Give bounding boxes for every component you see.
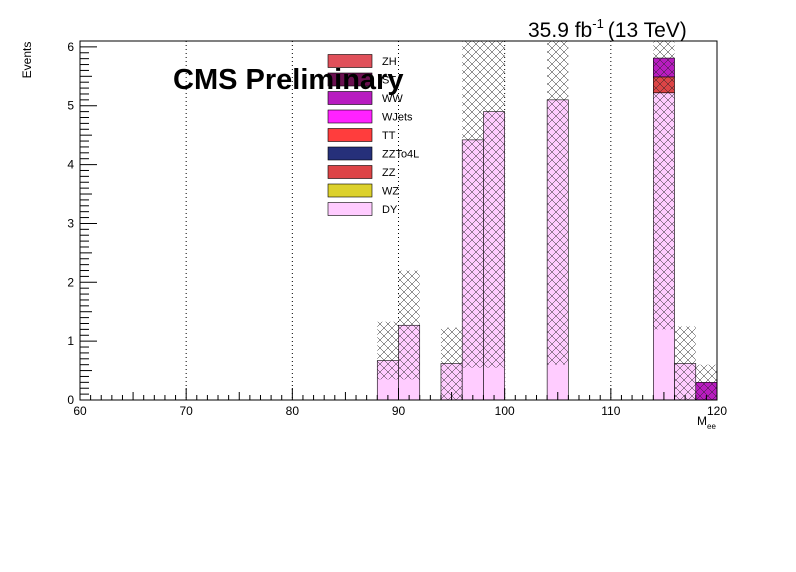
uncertainty-band [483, 41, 505, 368]
legend-entry-wz: WZ [327, 183, 399, 198]
legend-entry-zzto4l: ZZTo4L [327, 146, 419, 161]
uncertainty-band [547, 41, 569, 365]
x-tick-label: 70 [179, 404, 193, 418]
legend: ZH ST WW WJets TT ZZTo4L ZZ WZ DY [327, 54, 419, 216]
legend-swatch [327, 146, 373, 161]
legend-swatch [327, 91, 373, 105]
cms-title: CMS Preliminary [173, 64, 403, 96]
legend-entry-zz: ZZ [327, 165, 396, 179]
legend-label: ZZ [382, 167, 396, 179]
legend-label: WW [382, 93, 403, 105]
legend-entry-zh: ZH [327, 54, 397, 68]
x-axis-title-main: M [697, 414, 707, 428]
uncertainty-band [695, 364, 717, 400]
legend-swatch [327, 54, 373, 68]
lumi-energy: (13 TeV) [608, 19, 687, 42]
uncertainty-band [462, 41, 484, 368]
legend-entry-st: ST [327, 72, 396, 87]
legend-label: ZZTo4L [382, 149, 419, 161]
legend-swatch [327, 109, 373, 124]
x-tick-label: 80 [286, 404, 300, 418]
x-tick-label: 120 [707, 404, 727, 418]
uncertainty-band [674, 326, 696, 400]
legend-entry-wjets: WJets [327, 109, 413, 124]
legend-entry-ww: WW [327, 91, 403, 105]
x-tick-label: 100 [495, 404, 515, 418]
axes-layer: 60 70 80 90 100 110 120 0 1 2 3 4 5 6 [67, 40, 727, 418]
y-tick-label: 4 [67, 158, 74, 172]
legend-label: WJets [382, 112, 413, 124]
legend-label: WZ [382, 186, 399, 198]
uncertainty-band [653, 41, 675, 330]
lumi-label: 35.9 fb-1 (13 TeV) [528, 16, 687, 42]
y-tick-label: 0 [67, 393, 74, 407]
legend-label: DY [382, 204, 398, 216]
y-tick-label: 6 [67, 40, 74, 54]
x-tick-label: 110 [601, 404, 620, 418]
uncertainty-band [398, 270, 420, 380]
y-axis-title: Events [20, 42, 34, 79]
legend-swatch [327, 72, 373, 87]
legend-swatch [327, 202, 373, 216]
legend-swatch [327, 165, 373, 179]
x-axis-title: Mee [697, 414, 716, 431]
y-tick-label: 3 [67, 216, 74, 230]
y-tick-label: 1 [67, 334, 74, 348]
legend-label: ST [382, 75, 396, 87]
x-tick-label: 60 [73, 404, 87, 418]
legend-label: TT [382, 130, 396, 142]
legend-entry-tt: TT [327, 128, 396, 142]
uncertainty-band [377, 321, 399, 380]
legend-label: ZH [382, 56, 397, 68]
legend-entry-dy: DY [327, 202, 398, 216]
lumi-value: 35.9 fb [528, 19, 592, 42]
lumi-exponent: -1 [592, 16, 604, 31]
x-axis-title-sub: ee [707, 422, 716, 431]
y-tick-label: 2 [67, 275, 74, 289]
legend-swatch [327, 128, 373, 142]
legend-swatch [327, 183, 373, 198]
x-tick-label: 90 [392, 404, 406, 418]
y-tick-label: 5 [67, 99, 74, 113]
uncertainty-layer [377, 41, 717, 400]
uncertainty-band [440, 327, 463, 400]
